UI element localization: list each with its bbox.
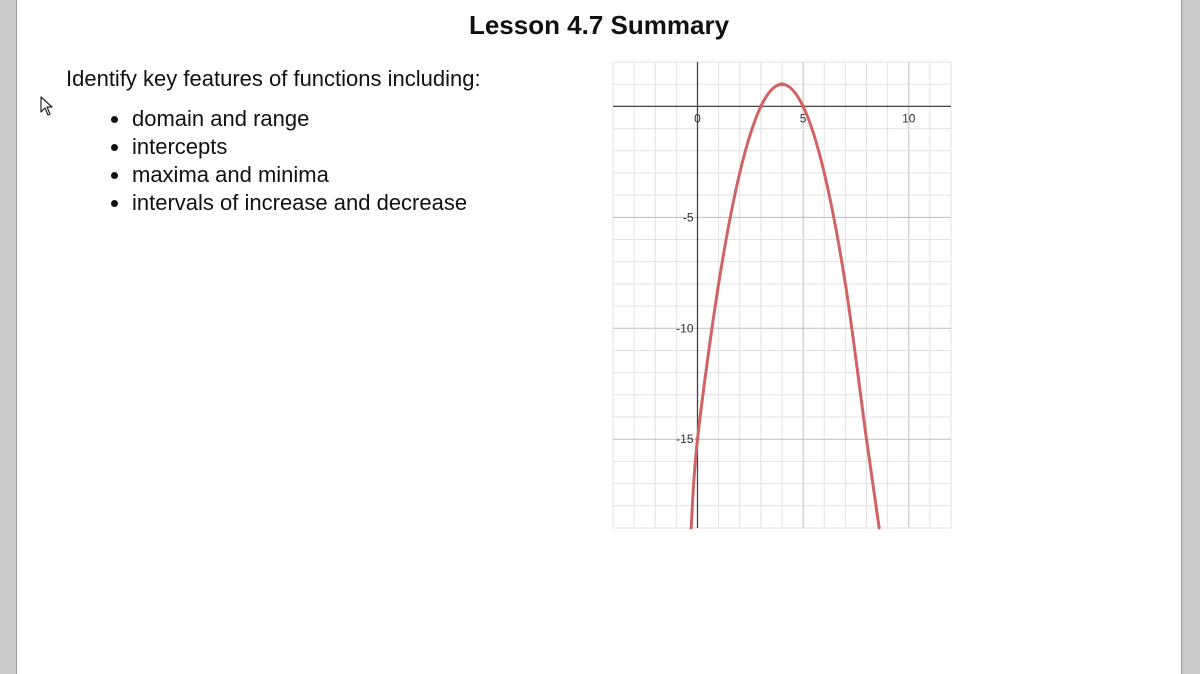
bullet-item: intervals of increase and decrease <box>111 189 467 217</box>
bullet-item: intercepts <box>111 133 467 161</box>
x-tick-label: 5 <box>800 111 807 125</box>
bullet-dot-icon <box>111 116 118 123</box>
bullet-dot-icon <box>111 172 118 179</box>
x-tick-label: 0 <box>694 111 701 125</box>
y-tick-label: -15 <box>676 432 694 446</box>
y-tick-label: -10 <box>676 321 694 335</box>
parabola-graph: 0 5 10 -5 -10 -15 <box>612 61 952 530</box>
bullet-dot-icon <box>111 144 118 151</box>
x-tick-label: 10 <box>902 111 916 125</box>
bullet-item: domain and range <box>111 105 467 133</box>
bullet-item: maxima and minima <box>111 161 467 189</box>
data-point <box>801 104 806 109</box>
slide-title: Lesson 4.7 Summary <box>468 10 730 40</box>
data-point <box>780 82 784 87</box>
slide-intro-text: Identify key features of functions inclu… <box>66 66 481 91</box>
mouse-pointer-icon <box>40 96 53 116</box>
data-point <box>758 104 763 109</box>
bullet-dot-icon <box>111 200 118 207</box>
bullet-list: domain and range intercepts maxima and m… <box>111 105 467 217</box>
y-tick-label: -5 <box>683 210 694 224</box>
slide-page: Lesson 4.7 Summary Identify key features… <box>16 0 1182 674</box>
data-point <box>695 437 700 442</box>
